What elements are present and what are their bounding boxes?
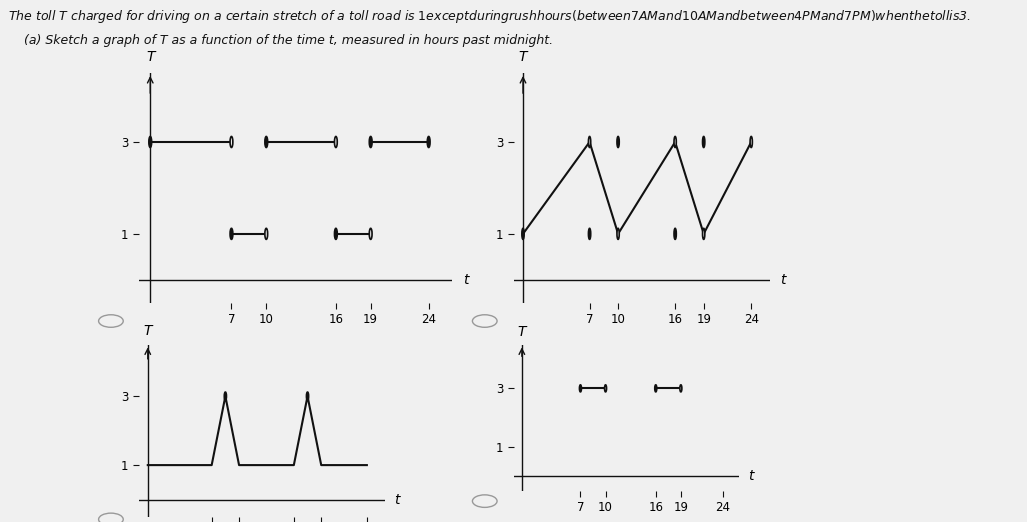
Text: t: t [779, 273, 786, 287]
Circle shape [427, 136, 430, 148]
Text: T: T [519, 50, 527, 64]
Circle shape [306, 392, 309, 400]
Circle shape [655, 385, 656, 392]
Text: t: t [394, 493, 400, 506]
Circle shape [588, 228, 591, 240]
Circle shape [224, 392, 227, 400]
Circle shape [149, 136, 152, 148]
Text: The toll T charged for driving on a certain stretch of a toll road is $1 except : The toll T charged for driving on a cert… [8, 8, 972, 25]
Circle shape [230, 136, 233, 148]
Circle shape [702, 136, 705, 148]
Circle shape [680, 385, 682, 392]
Circle shape [605, 385, 607, 392]
Text: T: T [144, 324, 152, 338]
Circle shape [335, 136, 337, 148]
Circle shape [674, 228, 677, 240]
Circle shape [750, 136, 753, 148]
Circle shape [617, 228, 619, 240]
Circle shape [702, 228, 705, 240]
Text: T: T [146, 50, 154, 64]
Circle shape [265, 228, 268, 240]
Circle shape [588, 136, 591, 148]
Circle shape [617, 136, 619, 148]
Text: t: t [463, 273, 469, 287]
Circle shape [522, 228, 524, 240]
Text: t: t [748, 469, 754, 483]
Text: T: T [518, 325, 526, 339]
Circle shape [370, 136, 372, 148]
Circle shape [579, 385, 581, 392]
Circle shape [674, 136, 677, 148]
Circle shape [265, 136, 268, 148]
Circle shape [230, 228, 233, 240]
Text: (a) Sketch a graph of T as a function of the time t, measured in hours past midn: (a) Sketch a graph of T as a function of… [8, 34, 554, 47]
Circle shape [370, 228, 372, 240]
Circle shape [335, 228, 337, 240]
